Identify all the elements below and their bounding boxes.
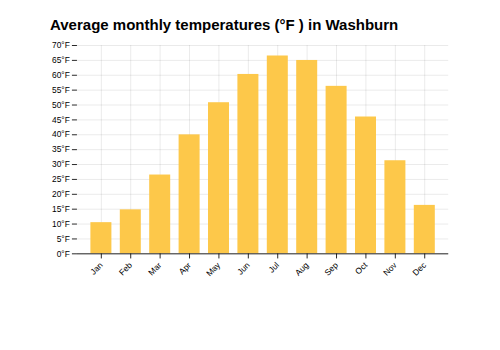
svg-text:Jun: Jun <box>235 260 252 277</box>
svg-text:Mar: Mar <box>146 260 163 277</box>
svg-text:Apr: Apr <box>177 260 193 276</box>
svg-text:40°F: 40°F <box>52 129 70 139</box>
svg-text:Aug: Aug <box>293 260 311 278</box>
svg-text:Sep: Sep <box>322 260 340 278</box>
svg-text:Jul: Jul <box>266 260 281 275</box>
svg-text:5°F: 5°F <box>57 234 70 244</box>
svg-text:55°F: 55°F <box>52 85 70 95</box>
svg-text:Jan: Jan <box>88 260 105 277</box>
svg-text:20°F: 20°F <box>52 189 70 199</box>
svg-text:Oct: Oct <box>353 260 370 277</box>
svg-text:45°F: 45°F <box>52 115 70 125</box>
svg-text:Nov: Nov <box>381 259 399 277</box>
svg-text:Dec: Dec <box>410 260 428 278</box>
html-text:Average monthly temperatures (: Average monthly temperatures (°F ) in Wa… <box>50 16 399 33</box>
svg-text:15°F: 15°F <box>52 204 70 214</box>
svg-text:60°F: 60°F <box>52 70 70 80</box>
svg-text:65°F: 65°F <box>52 55 70 65</box>
svg-text:30°F: 30°F <box>52 159 70 169</box>
svg-text:10°F: 10°F <box>52 219 70 229</box>
svg-text:25°F: 25°F <box>52 174 70 184</box>
svg-text:50°F: 50°F <box>52 100 70 110</box>
svg-text:70°F: 70°F <box>52 40 70 50</box>
svg-text:35°F: 35°F <box>52 144 70 154</box>
svg-text:May: May <box>204 259 223 278</box>
svg-text:Feb: Feb <box>117 260 135 278</box>
svg-text:0°F: 0°F <box>57 249 70 259</box>
